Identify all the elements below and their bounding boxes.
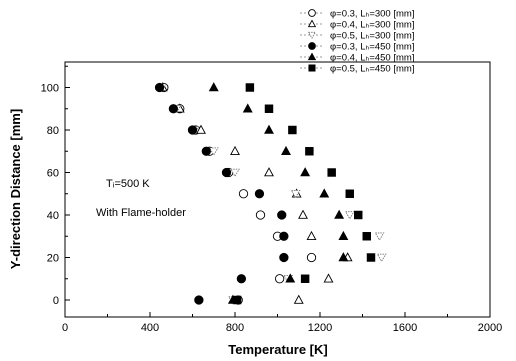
data-point [305, 147, 314, 156]
data-point [323, 273, 334, 283]
data-point [300, 274, 310, 283]
data-point [254, 189, 265, 199]
legend-label: φ=0.5, Lₕ=300 [mm] [330, 31, 414, 42]
data-point [362, 232, 371, 241]
data-point [255, 210, 266, 220]
y-tick-label: 0 [53, 295, 59, 307]
data-point [298, 209, 308, 219]
y-tick-label: 80 [47, 125, 59, 137]
x-axis-title: Temperature [K] [228, 342, 327, 357]
data-point [208, 147, 219, 156]
data-point [281, 145, 291, 156]
legend-label: φ=0.3, Lₕ=450 [mm] [330, 42, 414, 53]
data-point [230, 145, 240, 156]
x-tick-label: 800 [226, 322, 244, 334]
data-point [319, 188, 330, 198]
data-point [338, 230, 349, 241]
legend-marker [307, 52, 317, 61]
data-point [264, 104, 274, 113]
x-tick-label: 0 [62, 322, 68, 334]
data-point [334, 209, 345, 219]
legend: φ=0.3, Lₕ=300 [mm]φ=0.4, Lₕ=300 [mm]φ=0.… [300, 9, 414, 75]
data-point [168, 104, 179, 114]
data-point [327, 168, 336, 177]
y-tick-label: 60 [47, 168, 59, 180]
data-point [238, 189, 249, 199]
data-point [232, 295, 242, 305]
legend-label: φ=0.5, Lₕ=450 [mm] [330, 64, 414, 75]
y-tick-label: 20 [47, 253, 59, 265]
data-point [230, 168, 240, 178]
data-point [345, 189, 354, 198]
data-point [293, 294, 304, 304]
data-point [208, 82, 219, 92]
legend-marker [308, 9, 316, 17]
data-point [279, 252, 289, 263]
data-point [264, 167, 274, 177]
x-tick-label: 400 [141, 322, 159, 334]
annotation-inlet-temperature: Tᵢ=500 K [106, 178, 150, 190]
annotation-flame-holder: With Flame-holder [96, 207, 186, 219]
data-point [201, 146, 211, 156]
y-axis-title: Y-direction Distance [mm] [8, 109, 23, 269]
legend-marker [307, 31, 317, 39]
x-tick-label: 1600 [393, 322, 417, 334]
x-tick-label: 1200 [308, 322, 332, 334]
data-points [154, 82, 387, 305]
data-point [374, 232, 385, 241]
legend-label: φ=0.4, Lₕ=450 [mm] [330, 53, 414, 64]
data-point [274, 274, 285, 284]
data-point [236, 274, 247, 284]
data-point [338, 252, 349, 262]
series-4 [154, 82, 289, 305]
legend-marker [307, 19, 317, 28]
data-point [277, 210, 287, 220]
data-point [279, 231, 289, 241]
axis-ticks: 0 400 800 1200 1600 2000 0 20 40 60 80 100 [41, 65, 502, 334]
data-point [285, 273, 296, 283]
data-point [288, 125, 297, 135]
data-point [264, 124, 274, 134]
data-point [221, 167, 232, 178]
data-point [194, 295, 204, 305]
data-point [376, 253, 387, 263]
y-tick-label: 100 [41, 83, 59, 95]
data-point [154, 82, 165, 93]
data-point [290, 189, 301, 199]
legend-marker [308, 64, 316, 72]
data-point [354, 210, 363, 220]
data-point [196, 124, 206, 134]
x-tick-label: 2000 [478, 322, 502, 334]
data-point [242, 103, 253, 113]
data-point [306, 230, 317, 241]
data-point [187, 125, 198, 135]
series-6 [232, 83, 376, 305]
legend-label: φ=0.4, Lₕ=300 [mm] [330, 20, 414, 31]
legend-label: φ=0.3, Lₕ=300 [mm] [330, 9, 414, 20]
data-point [245, 83, 255, 92]
data-point [344, 211, 355, 220]
series-1 [159, 82, 317, 305]
series-5 [208, 82, 349, 304]
data-point [306, 252, 317, 263]
legend-marker [308, 42, 316, 50]
data-point [300, 167, 311, 177]
y-tick-label: 40 [47, 210, 59, 222]
data-point [366, 253, 376, 262]
